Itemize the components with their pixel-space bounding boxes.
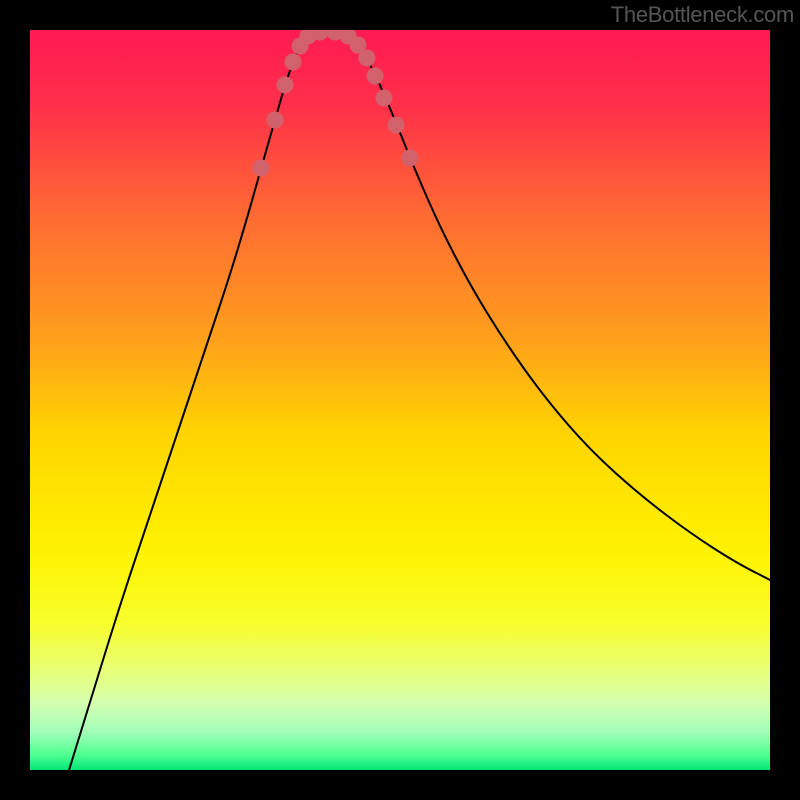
- curve-marker: [267, 112, 284, 129]
- curve-marker: [359, 50, 376, 67]
- bottleneck-chart: [0, 0, 800, 800]
- curve-marker: [285, 54, 302, 71]
- curve-marker: [388, 117, 405, 134]
- curve-marker: [367, 68, 384, 85]
- curve-marker: [277, 77, 294, 94]
- watermark-text: TheBottleneck.com: [611, 2, 794, 28]
- gradient-background: [30, 30, 770, 770]
- curve-marker: [312, 24, 329, 41]
- curve-marker: [253, 160, 270, 177]
- curve-marker: [376, 90, 393, 107]
- curve-marker: [402, 150, 419, 167]
